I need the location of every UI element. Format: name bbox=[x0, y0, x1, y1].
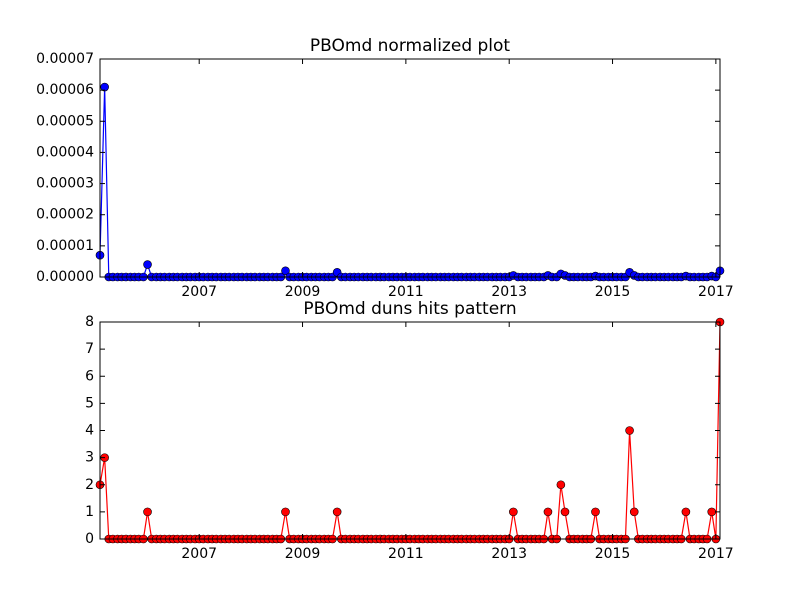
data-point bbox=[281, 266, 290, 276]
data-point bbox=[509, 507, 518, 517]
y-tick-label: 0.00003 bbox=[36, 176, 94, 192]
data-point bbox=[560, 507, 570, 517]
data-point bbox=[543, 507, 553, 517]
y-tick-label: 4 bbox=[85, 423, 94, 439]
x-tick-label: 2011 bbox=[388, 546, 424, 562]
y-tick-label: 0.00001 bbox=[36, 238, 94, 254]
data-point bbox=[556, 480, 566, 490]
x-tick-label: 2007 bbox=[181, 284, 217, 300]
data-point bbox=[143, 260, 152, 269]
y-tick-label: 0.00000 bbox=[36, 269, 94, 285]
y-tick-label: 8 bbox=[85, 314, 94, 330]
y-tick-label: 0.00007 bbox=[36, 51, 94, 67]
plot-area bbox=[95, 82, 725, 282]
y-tick-label: 0.00006 bbox=[36, 82, 94, 98]
data-point bbox=[281, 507, 290, 517]
data-point bbox=[707, 507, 717, 517]
x-tick-label: 2017 bbox=[698, 546, 734, 562]
y-tick-label: 1 bbox=[85, 504, 94, 520]
chart-title: PBOmd normalized plot bbox=[310, 36, 511, 56]
data-point bbox=[625, 426, 634, 435]
x-tick-label: 2009 bbox=[285, 546, 321, 562]
y-tick-label: 2 bbox=[85, 477, 94, 493]
x-tick-label: 2015 bbox=[595, 284, 631, 300]
data-point bbox=[143, 507, 152, 517]
data-line bbox=[99, 87, 721, 278]
x-tick-label: 2013 bbox=[491, 284, 527, 300]
x-tick-label: 2015 bbox=[595, 546, 631, 562]
y-tick-label: 7 bbox=[85, 341, 94, 357]
y-tick-label: 3 bbox=[85, 450, 94, 466]
data-point bbox=[332, 507, 342, 517]
axes-frame bbox=[99, 58, 721, 278]
y-tick-label: 0.00002 bbox=[36, 207, 94, 223]
x-tick-label: 2009 bbox=[285, 284, 321, 300]
data-point bbox=[100, 82, 109, 92]
x-tick-label: 2017 bbox=[698, 284, 734, 300]
y-tick-label: 6 bbox=[85, 368, 94, 384]
y-tick-label: 0.00004 bbox=[36, 144, 94, 160]
data-point bbox=[591, 507, 600, 517]
y-tick-label: 0.00005 bbox=[36, 113, 94, 129]
data-point bbox=[629, 507, 639, 517]
x-tick-label: 2011 bbox=[388, 284, 424, 300]
data-point bbox=[681, 507, 691, 517]
y-tick-label: 0 bbox=[85, 531, 94, 547]
chart-title: PBOmd duns hits pattern bbox=[303, 299, 516, 319]
plot-area bbox=[95, 317, 725, 544]
x-tick-label: 2013 bbox=[491, 546, 527, 562]
x-tick-label: 2007 bbox=[181, 546, 217, 562]
y-tick-label: 5 bbox=[85, 395, 94, 411]
